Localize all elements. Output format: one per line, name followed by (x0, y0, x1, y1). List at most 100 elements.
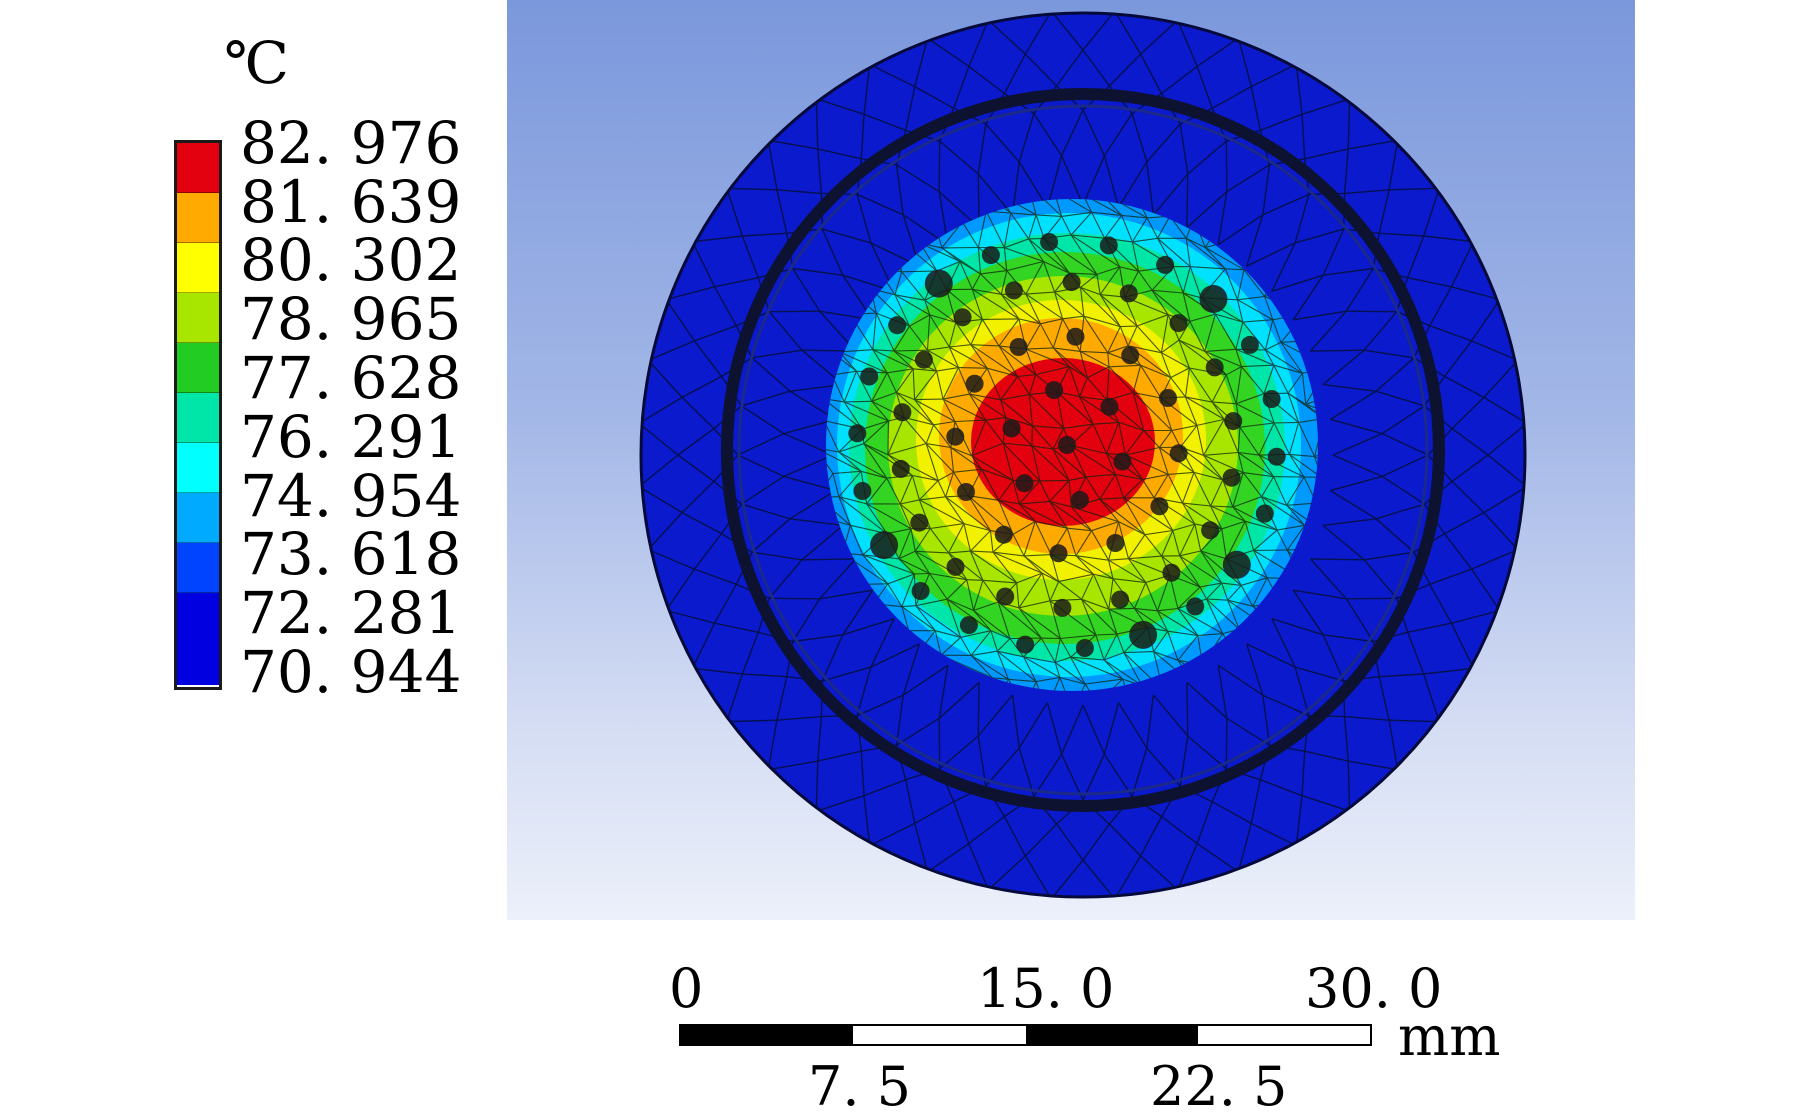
legend-label: 78. 965 (240, 290, 461, 348)
strand-node (946, 428, 964, 446)
strand-node (1186, 597, 1204, 615)
mesh-edge (967, 580, 983, 581)
temperature-contour-plot (507, 0, 1635, 920)
strand-node (888, 316, 906, 334)
legend-label: 80. 302 (240, 231, 461, 289)
strand-node (1156, 256, 1174, 274)
scale-segment (1026, 1026, 1198, 1044)
mesh-edge (1346, 311, 1397, 312)
scale-segment (1198, 1026, 1370, 1044)
strand-node (1159, 389, 1177, 407)
legend-swatch (177, 343, 219, 393)
legend-swatch (177, 143, 219, 193)
simulation-viewport (507, 0, 1635, 920)
strand-node (1101, 398, 1119, 416)
strand-node (1016, 474, 1034, 492)
legend-label: 74. 954 (240, 467, 461, 525)
mesh-edge (1226, 141, 1227, 192)
strand-node (954, 308, 972, 326)
mesh-edge (769, 311, 820, 312)
strand-node (947, 558, 965, 576)
strand-node (966, 375, 984, 393)
strand-node (957, 483, 975, 501)
mesh-edge (978, 682, 979, 736)
strand-node (982, 246, 1000, 264)
mesh-edge (959, 368, 988, 369)
strand-node (860, 368, 878, 386)
scale-segment (681, 1026, 853, 1044)
legend-swatch (177, 293, 219, 343)
legend-swatch (177, 493, 219, 543)
scale-unit: mm (1398, 1010, 1500, 1064)
legend-label: 77. 628 (240, 349, 461, 407)
strand-node (1100, 236, 1118, 254)
scale-label: 0 (669, 962, 703, 1016)
legend-swatch (177, 543, 219, 593)
mesh-edge (1187, 682, 1188, 736)
strand-node (915, 351, 933, 369)
strand-node (1150, 497, 1168, 515)
mesh-edge (1310, 350, 1364, 351)
strand-node (1067, 328, 1085, 346)
strand-node (1003, 419, 1021, 437)
strand-node (1268, 448, 1286, 466)
legend-swatch (177, 243, 219, 293)
strand-node (1223, 469, 1241, 487)
strand-node (1201, 521, 1219, 539)
legend-unit: ℃ (224, 34, 289, 92)
mesh-edge (914, 574, 929, 575)
mesh-edge (1040, 480, 1069, 481)
strand-node (1045, 381, 1063, 399)
legend-label: 81. 639 (240, 173, 461, 231)
mesh-edge (844, 401, 872, 402)
mesh-edge (1310, 559, 1364, 560)
strand-node (1170, 444, 1188, 462)
scale-bar (679, 1024, 1372, 1046)
strand-node (1016, 636, 1034, 654)
strand-node (1120, 284, 1138, 302)
strand-node (1058, 436, 1076, 454)
mesh-edge (769, 598, 820, 599)
strand-node (1223, 551, 1251, 579)
mesh-edge (982, 319, 1019, 320)
strand-node (1224, 412, 1242, 430)
mesh-edge (939, 141, 940, 192)
strand-node (1241, 336, 1259, 354)
mesh-edge (1346, 598, 1397, 599)
strand-node (1129, 621, 1157, 649)
strand-node (910, 514, 928, 532)
strand-node (1263, 390, 1281, 408)
strand-node (1256, 505, 1274, 523)
strand-node (870, 531, 898, 559)
legend-swatch (177, 393, 219, 443)
strand-node (1206, 358, 1224, 376)
strand-node (853, 482, 871, 500)
strand-node (960, 616, 978, 634)
strand-node (1050, 544, 1068, 562)
legend-label: 76. 291 (240, 408, 461, 466)
scale-label: 7. 5 (808, 1060, 911, 1114)
strand-node (995, 526, 1013, 544)
strand-node (1162, 564, 1180, 582)
mesh-edge (1274, 422, 1299, 423)
legend-swatch (177, 593, 219, 685)
strand-node (1111, 591, 1129, 609)
legend-label: 72. 281 (240, 584, 461, 642)
scale-label: 15. 0 (977, 962, 1114, 1016)
strand-node (1040, 233, 1058, 251)
strand-node (1106, 534, 1124, 552)
strand-node (893, 403, 911, 421)
strand-node (912, 582, 930, 600)
scale-segment (853, 1026, 1025, 1044)
strand-node (892, 460, 910, 478)
legend-swatch (177, 193, 219, 243)
mesh-edge (1109, 608, 1135, 609)
strand-node (1170, 314, 1188, 332)
mesh-edge (915, 399, 944, 400)
scale-label: 22. 5 (1150, 1060, 1287, 1114)
legend-swatch (177, 443, 219, 493)
legend-label: 70. 944 (240, 643, 461, 701)
strand-node (996, 588, 1014, 606)
strand-node (1010, 338, 1028, 356)
legend-color-bar (174, 140, 222, 690)
